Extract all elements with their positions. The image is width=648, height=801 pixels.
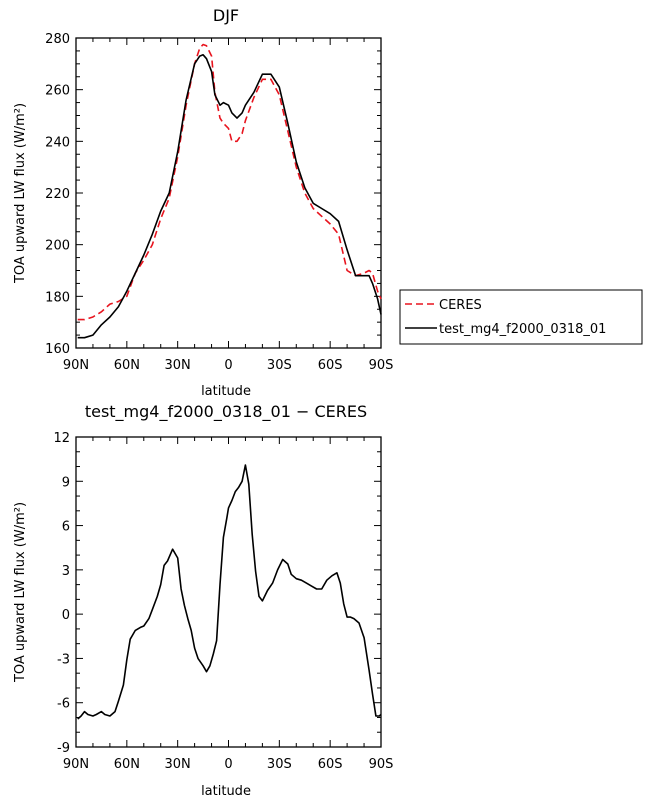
upper-y-tick-label: 280 <box>45 32 70 47</box>
upper-y-tick-label: 260 <box>45 84 70 99</box>
upper-axes: 90N 60N 30N 0 30S 60S 90S 160 180 200 220 240 260 280 <box>45 32 393 373</box>
upper-series-group <box>77 43 382 339</box>
lower-y-tick-label: 3 <box>62 564 70 579</box>
lower-x-tick-label: 30S <box>267 757 292 772</box>
upper-y-tick-label: 180 <box>45 290 70 305</box>
lower-x-tick-label: 60S <box>318 757 343 772</box>
lower-x-axis-label: latitude <box>201 784 251 799</box>
lower-plot-frame <box>75 436 382 748</box>
lower-x-tick-label: 90N <box>63 757 89 772</box>
upper-x-tick-label: 30N <box>165 358 191 373</box>
lower-y-tick-label: -6 <box>57 697 70 712</box>
lower-y-tick-label: 9 <box>62 475 70 490</box>
lower-series-group <box>77 464 382 720</box>
upper-x-tick-label: 0 <box>224 358 232 373</box>
upper-x-tick-label: 60N <box>114 358 140 373</box>
lower-y-tick-label: 0 <box>62 608 70 623</box>
upper-line-chart: DJF latitude TOA upward LW flux (W/m²) 9… <box>13 6 393 399</box>
lower-x-tick-label: 30N <box>165 757 191 772</box>
upper-y-tick-label: 200 <box>45 239 70 254</box>
upper-chart-title: DJF <box>213 6 239 25</box>
legend-box <box>399 289 643 345</box>
upper-x-tick-label: 90N <box>63 358 89 373</box>
lower-y-tick-label: -9 <box>57 741 70 756</box>
lower-line-chart: test_mg4_f2000_0318_01 − CERES latitude … <box>13 402 393 799</box>
lower-x-tick-label: 60N <box>114 757 140 772</box>
upper-y-tick-label: 220 <box>45 187 70 202</box>
legend-label-ceres: CERES <box>439 298 482 313</box>
legend: CERES test_mg4_f2000_0318_01 <box>399 289 643 345</box>
upper-x-tick-label: 30S <box>267 358 292 373</box>
lower-y-axis-label: TOA upward LW flux (W/m²) <box>13 502 28 683</box>
lower-x-tick-label: 0 <box>224 757 232 772</box>
upper-y-axis-label: TOA upward LW flux (W/m²) <box>13 103 28 284</box>
upper-x-tick-label: 90S <box>369 358 394 373</box>
upper-series-line-test-mg4-f2000-0318-01 <box>77 53 382 339</box>
lower-y-tick-label: 12 <box>53 431 70 446</box>
upper-series-line-ceres <box>77 43 382 321</box>
upper-y-tick-label: 240 <box>45 135 70 150</box>
lower-x-tick-label: 90S <box>369 757 394 772</box>
lower-y-tick-label: -3 <box>57 652 70 667</box>
upper-x-axis-label: latitude <box>201 384 251 399</box>
upper-y-tick-label: 160 <box>45 342 70 357</box>
lower-series-line-difference <box>77 464 382 720</box>
lower-y-tick-label: 6 <box>62 520 70 535</box>
legend-label-model: test_mg4_f2000_0318_01 <box>439 322 606 337</box>
upper-x-tick-label: 60S <box>318 358 343 373</box>
lower-chart-title: test_mg4_f2000_0318_01 − CERES <box>85 402 367 422</box>
lower-axes: 90N 60N 30N 0 30S 60S 90S -9 -6 -3 0 3 6 9 12 <box>53 431 393 772</box>
